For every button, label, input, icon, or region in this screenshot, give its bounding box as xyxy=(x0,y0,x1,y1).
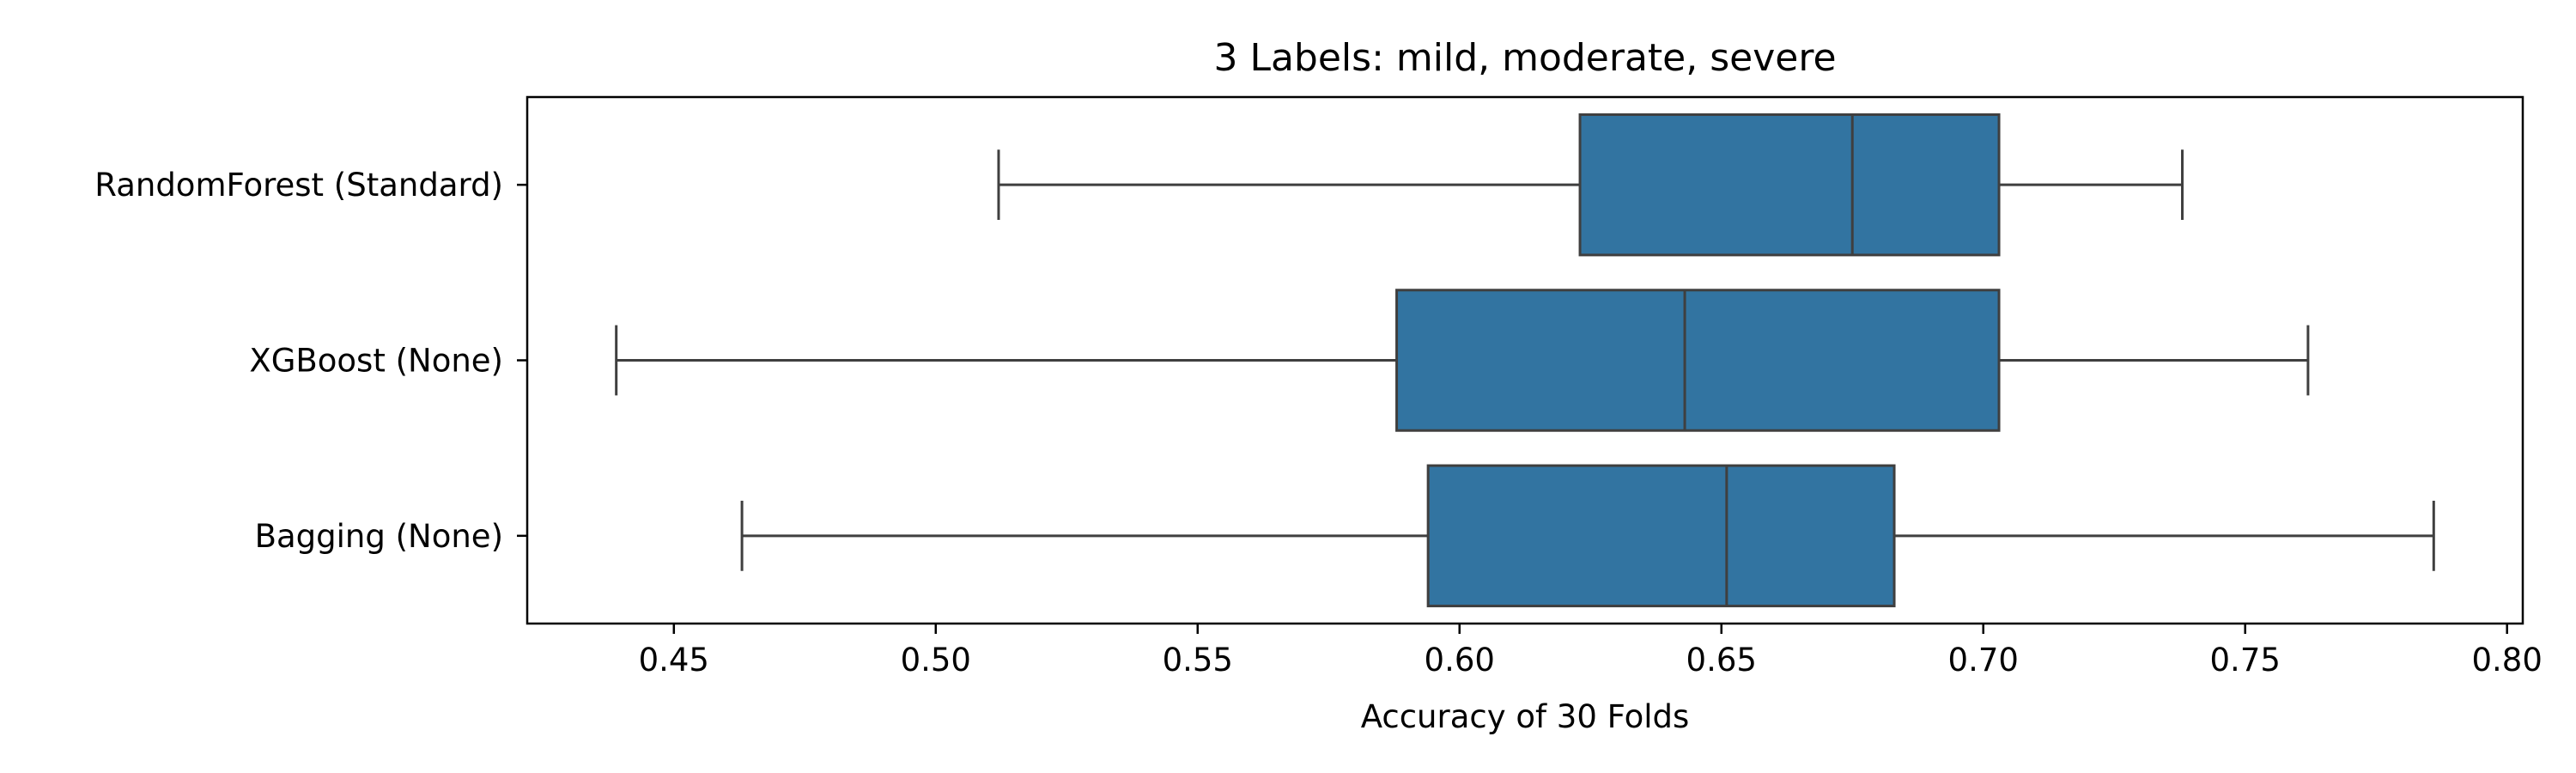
box-group xyxy=(615,289,2310,432)
y-axis: RandomForest (Standard) XGBoost (None) Bag… xyxy=(94,167,527,555)
x-axis-label: Accuracy of 30 Folds xyxy=(1361,698,1690,735)
x-tick-label: 0.65 xyxy=(1686,642,1757,679)
chart-title: 3 Labels: mild, moderate, severe xyxy=(1213,36,1836,80)
x-tick-label: 0.60 xyxy=(1425,642,1495,679)
y-tick-label: Bagging (None) xyxy=(255,518,503,555)
y-tick-label: RandomForest (Standard) xyxy=(94,167,503,204)
y-tick-label: XGBoost (None) xyxy=(249,343,503,380)
boxes-layer xyxy=(615,113,2435,608)
x-tick-label: 0.55 xyxy=(1163,642,1233,679)
iqr-box xyxy=(1395,289,2001,432)
x-axis: 0.45 0.50 0.55 0.60 0.65 0.70 0.75 0.80 xyxy=(639,624,2543,679)
x-tick-label: 0.70 xyxy=(1948,642,2019,679)
x-tick-label: 0.75 xyxy=(2210,642,2281,679)
box-group xyxy=(997,113,2184,257)
box-group xyxy=(740,464,2435,608)
x-tick-label: 0.45 xyxy=(639,642,709,679)
x-tick-label: 0.50 xyxy=(901,642,971,679)
x-tick-label: 0.80 xyxy=(2472,642,2543,679)
iqr-box xyxy=(1578,113,2001,257)
iqr-box xyxy=(1426,464,1896,608)
